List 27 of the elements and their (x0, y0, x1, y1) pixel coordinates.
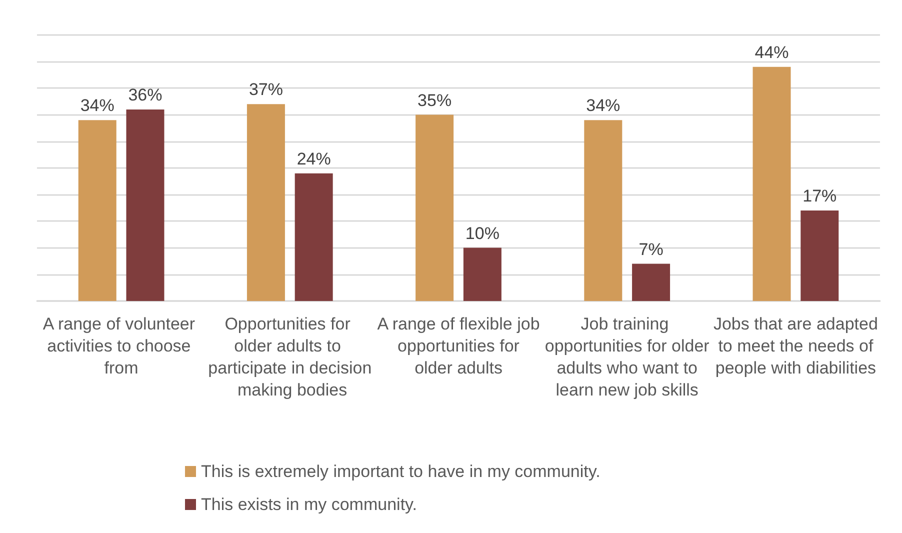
x-tick-label: Job training opportunities for older adults who want to learn new job skills (544, 314, 710, 400)
x-tick-label: A range of flexible job opportunities for older adults (377, 314, 540, 378)
data-label: 37% (248, 80, 283, 100)
legend-label: This is extremely important to have in my community. (201, 462, 600, 481)
bar (294, 173, 333, 301)
data-label: 35% (418, 90, 452, 110)
bar (78, 120, 116, 301)
data-label: 44% (754, 42, 789, 62)
bar (632, 264, 670, 301)
data-label: 7% (638, 240, 664, 259)
data-label: 36% (128, 85, 162, 104)
bar (800, 210, 839, 301)
bar (126, 109, 164, 301)
bar (584, 120, 622, 301)
data-label: 10% (465, 224, 500, 243)
x-tick-label: Jobs that are adapted to meet the needs of people with diabilities (713, 314, 878, 378)
data-label: 24% (296, 149, 331, 168)
data-label: 34% (586, 96, 620, 116)
bar (246, 104, 285, 301)
bar (463, 248, 502, 301)
bar (416, 114, 454, 301)
bar (752, 66, 791, 301)
legend-label: This exists in my community. (201, 495, 418, 514)
x-tick-label: Opportunities for older adults to participate in decision making bodies (208, 314, 372, 400)
data-label: 17% (802, 186, 837, 206)
data-label: 34% (80, 96, 114, 116)
x-tick-label: A range of volunteer activities to choose from (42, 314, 200, 378)
